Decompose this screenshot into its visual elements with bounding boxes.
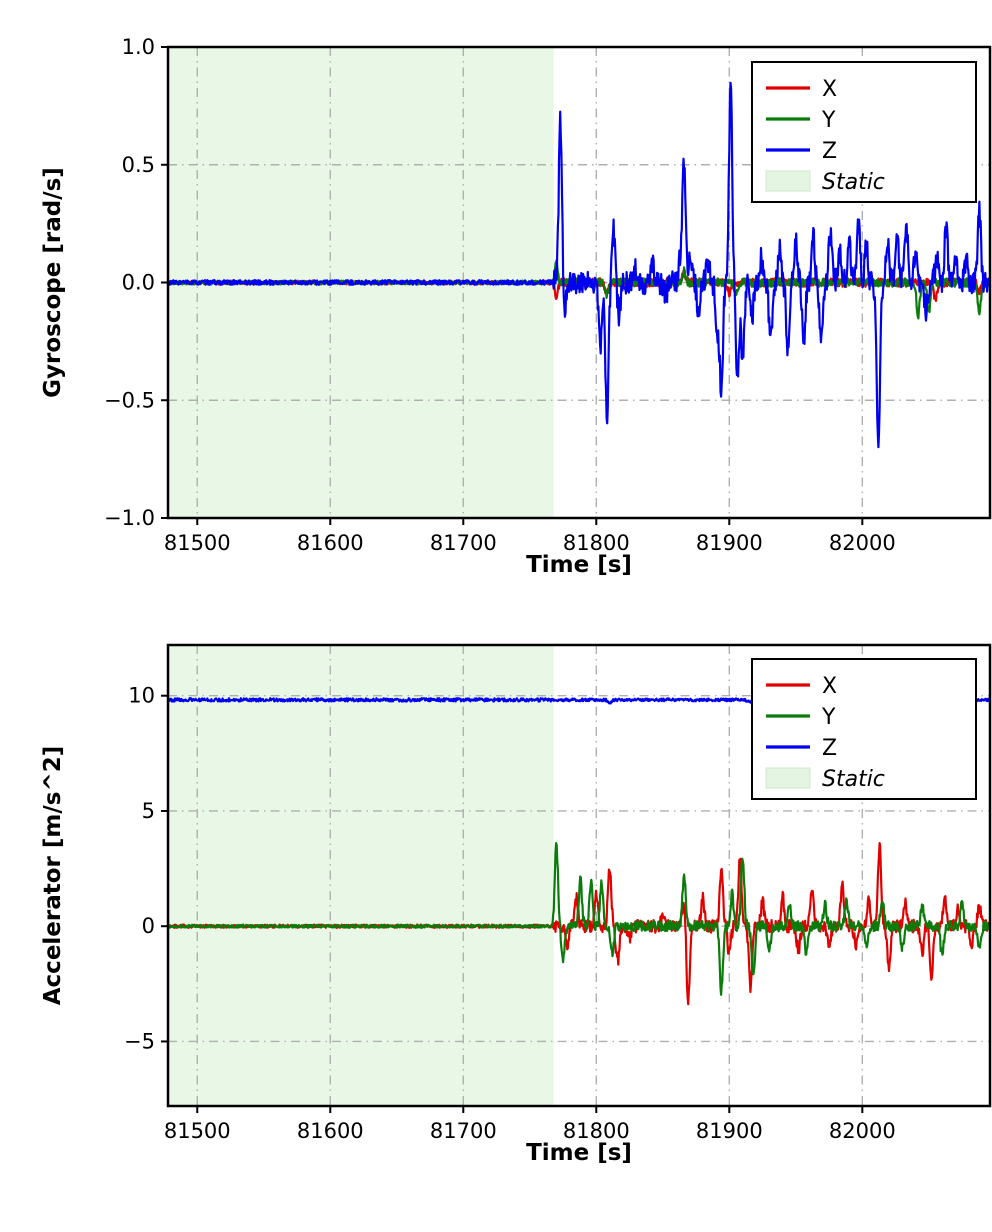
- plot-border: [166, 643, 992, 1108]
- legend-label: Z: [822, 139, 837, 164]
- legend-patch-sample: [765, 767, 811, 789]
- legend-label: X: [822, 77, 837, 102]
- x-tick-label: 81900: [696, 531, 763, 555]
- legend-label: Y: [821, 108, 836, 133]
- gyroscope-chart: 81500 81600 81700 81800 81900 82000 1.0 0.5 0.0 −…: [40, 35, 992, 578]
- legend-label: X: [822, 674, 837, 699]
- x-tick-label: 82000: [829, 531, 896, 555]
- x-tick-label: 81500: [164, 531, 231, 555]
- x-axis-label: Time [s]: [526, 552, 632, 578]
- y-tick-label: 1.0: [122, 35, 155, 59]
- x-axis-label: Time [s]: [526, 1140, 632, 1166]
- y-axis-label: Gyroscope [rad/s]: [40, 167, 66, 398]
- legend: XYZ Static: [751, 61, 977, 203]
- legend-label: Static: [822, 767, 885, 792]
- y-tick-label: 0.5: [122, 153, 155, 177]
- series-line-y: [168, 841, 990, 996]
- x-tick-label: 81600: [297, 1119, 364, 1143]
- y-tick-label: −0.5: [104, 388, 155, 412]
- x-tick-label: 81700: [430, 1119, 497, 1143]
- legend-patch-sample: [765, 170, 811, 192]
- x-tick-label: 82000: [829, 1119, 896, 1143]
- legend: XYZ Static: [751, 658, 977, 800]
- y-tick-label: 10: [128, 684, 155, 708]
- y-tick-label: −1.0: [104, 506, 155, 530]
- y-tick-label: 0: [142, 914, 155, 938]
- y-tick-label: 5: [142, 799, 155, 823]
- accelerator-chart: 81500 81600 81700 81800 81900 82000 10 5 0 −5 Time…: [40, 643, 992, 1166]
- y-axis-label: Accelerator [m/s^2]: [40, 746, 66, 1006]
- legend-label: Static: [822, 170, 885, 195]
- static-region: [168, 645, 554, 1106]
- series-line-z: [168, 81, 990, 449]
- x-tick-label: 81700: [430, 531, 497, 555]
- legend-label: Z: [822, 736, 837, 761]
- y-tick-label: −5: [124, 1029, 155, 1053]
- x-tick-label: 81800: [563, 1119, 630, 1143]
- x-tick-label: 81800: [563, 531, 630, 555]
- x-tick-label: 81600: [297, 531, 364, 555]
- x-tick-label: 81900: [696, 1119, 763, 1143]
- legend-label: Y: [821, 705, 836, 730]
- y-tick-label: 0.0: [122, 271, 155, 295]
- x-tick-label: 81500: [164, 1119, 231, 1143]
